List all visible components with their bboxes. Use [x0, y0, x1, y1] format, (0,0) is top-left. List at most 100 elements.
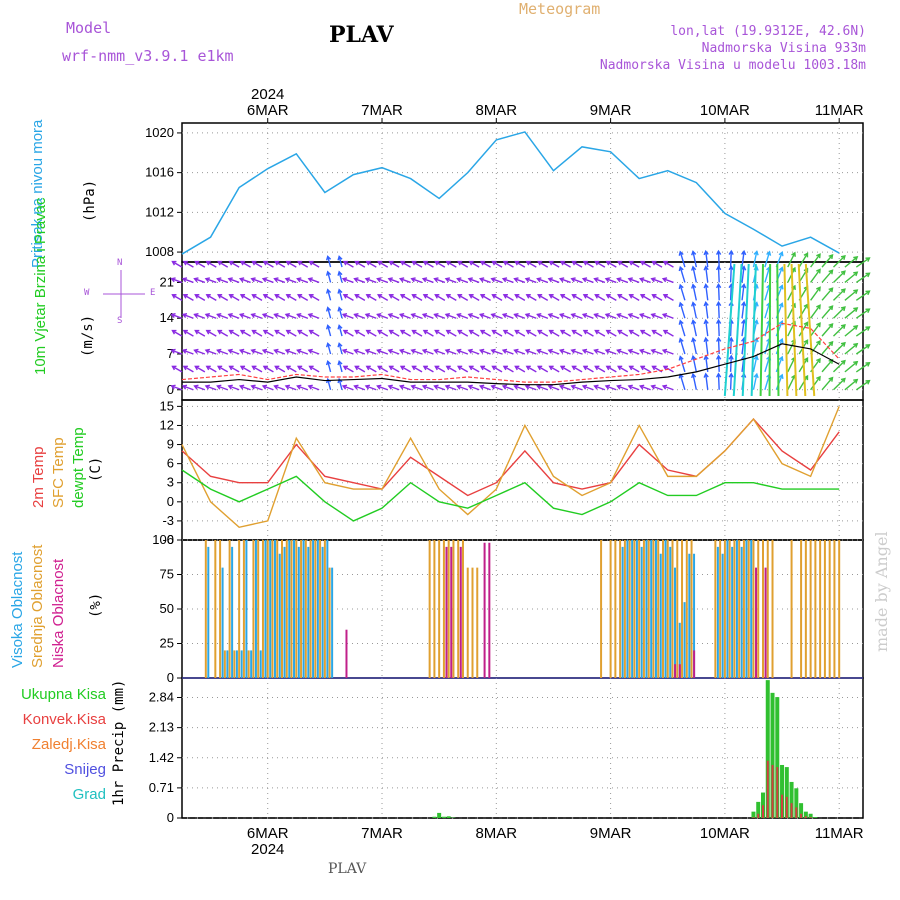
wind-arrow: [366, 261, 377, 268]
wind-arrowhead: [250, 313, 256, 319]
wind-arrow: [492, 294, 503, 301]
wind-arrowhead: [715, 249, 722, 255]
wind-arrow: [832, 360, 846, 373]
wind-arrow: [605, 385, 617, 391]
wind-arrow: [515, 330, 526, 337]
wind-arrowhead: [342, 294, 348, 299]
y-tick-label: 1008: [145, 244, 174, 259]
wind-arrowhead: [444, 348, 451, 354]
wind-arrowhead: [638, 277, 645, 283]
y-tick-label: 1012: [145, 204, 174, 219]
wind-arrow: [705, 302, 709, 319]
wind-arrowhead: [399, 365, 406, 371]
wind-arrowhead: [678, 301, 684, 307]
wind-arrowhead: [337, 255, 343, 261]
wind-arrowhead: [741, 301, 747, 307]
wind-arrow: [652, 330, 663, 337]
bottom-date-label: 6MAR: [247, 825, 289, 842]
wind-arrow: [572, 261, 583, 268]
wind-arrowhead: [296, 384, 302, 390]
wind-arrow: [400, 278, 411, 284]
wind-arrowhead: [341, 277, 348, 283]
wind-arrow: [389, 261, 400, 268]
wind-arrowhead: [691, 354, 697, 361]
wind-arrowhead: [421, 277, 428, 283]
wind-arrow: [274, 294, 286, 301]
wind-arrow: [171, 385, 183, 391]
y-tick-label: 6: [167, 456, 174, 471]
wind-arrow: [354, 294, 366, 301]
wind-arrow: [194, 313, 206, 319]
wind-arrowhead: [816, 304, 821, 310]
wind-arrowhead: [593, 348, 599, 354]
wind-arrow: [810, 253, 821, 268]
wind-arrowhead: [274, 365, 280, 371]
wind-arrowhead: [638, 348, 645, 354]
wind-arrow: [832, 324, 846, 337]
wind-arrowhead: [262, 329, 268, 335]
strong-wind-streak: [723, 263, 736, 397]
wind-arrowhead: [353, 348, 359, 354]
wind-arrow: [525, 313, 537, 319]
wind-arrowhead: [715, 282, 722, 289]
wind-arrowhead: [616, 277, 622, 283]
wind-arrow: [194, 349, 206, 355]
wind-arrowhead: [703, 336, 709, 343]
wind-arrow: [717, 266, 720, 283]
wind-arrow: [366, 294, 377, 301]
wind-arrowhead: [661, 313, 668, 319]
total-rain-bar: [789, 781, 794, 818]
wind-arrow: [206, 330, 217, 337]
wind-arrowhead: [421, 348, 428, 354]
wind-arrowhead: [594, 294, 600, 299]
wind-arrow: [182, 278, 194, 284]
wind-arrowhead: [828, 376, 834, 382]
wind-arrowhead: [182, 365, 188, 371]
wind-arrow: [844, 379, 858, 391]
wind-arrow: [692, 356, 698, 373]
wind-arrow: [338, 361, 343, 373]
wind-arrowhead: [865, 326, 871, 331]
wind-arrow: [651, 349, 663, 355]
wind-arrowhead: [840, 377, 846, 383]
wind-arrowhead: [525, 329, 531, 335]
wind-arrowhead: [478, 384, 485, 390]
wind-arrow: [548, 349, 560, 355]
wind-arrow: [514, 385, 526, 391]
wind-arrowhead: [661, 348, 668, 354]
wind-arrow: [446, 294, 457, 301]
wind-arrowhead: [308, 294, 314, 299]
wind-arrow: [515, 261, 526, 268]
wind-arrowhead: [661, 384, 668, 390]
wind-arrow: [400, 261, 411, 268]
wind-arrowhead: [547, 313, 553, 319]
wind-arrowhead: [571, 294, 577, 299]
wind-arrow: [491, 385, 503, 391]
wind-arrowhead: [570, 313, 576, 319]
wind-arrow: [605, 278, 617, 284]
wind-arrowhead: [501, 313, 508, 319]
wind-arrowhead: [491, 294, 497, 299]
wind-arrow: [844, 307, 858, 319]
wind-arrowhead: [616, 384, 622, 390]
wind-arrowhead: [342, 260, 348, 266]
wind-arrowhead: [337, 324, 343, 330]
wind-arrowhead: [651, 294, 657, 299]
total-rain-bar: [780, 764, 785, 818]
wind-arrowhead: [840, 323, 846, 329]
wind-arrowhead: [502, 260, 508, 266]
wind-arrowhead: [662, 365, 668, 371]
wind-arrow: [855, 290, 870, 301]
wind-arrow: [548, 278, 560, 284]
wind-arrowhead: [816, 253, 821, 259]
wind-arrow: [251, 349, 263, 355]
wind-arrow: [810, 269, 821, 283]
wind-arrow: [354, 313, 366, 319]
wind-arrowhead: [365, 294, 371, 299]
wind-arrow: [787, 375, 796, 391]
wind-arrowhead: [364, 277, 371, 283]
wind-arrowhead: [778, 284, 784, 290]
wind-arrowhead: [261, 384, 268, 390]
wind-arrow: [217, 365, 229, 373]
wind-arrow: [309, 330, 320, 337]
